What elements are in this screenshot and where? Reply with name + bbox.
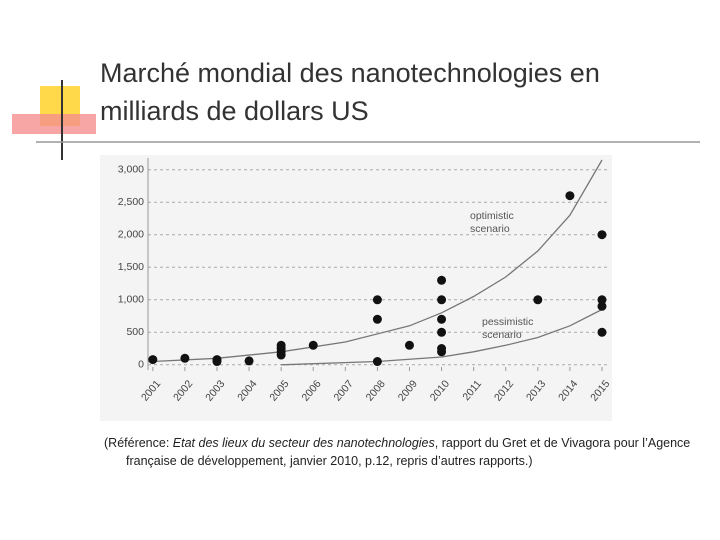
data-point xyxy=(148,355,158,365)
data-point xyxy=(533,295,543,305)
data-point xyxy=(597,295,607,305)
y-tick-label: 2,500 xyxy=(118,196,144,208)
scenario-curve xyxy=(281,308,603,366)
data-point xyxy=(597,230,607,240)
reference-text: (Référence: xyxy=(104,436,173,450)
y-tick-label: 2,000 xyxy=(118,229,144,241)
reference-title: Etat des lieux du secteur des nanotechno… xyxy=(172,436,435,450)
data-point xyxy=(437,344,447,354)
y-tick-label: 1,500 xyxy=(118,261,144,273)
slide-title: Marché mondial des nanotechnologies en m… xyxy=(100,58,600,126)
data-point xyxy=(180,353,190,363)
reference: (Référence: Etat des lieux du secteur de… xyxy=(104,434,720,470)
deco-bar xyxy=(12,114,96,134)
data-point xyxy=(597,327,607,337)
data-point xyxy=(372,357,382,367)
data-point xyxy=(437,327,447,337)
data-point xyxy=(276,340,286,350)
data-point xyxy=(372,314,382,324)
data-point xyxy=(212,355,222,365)
chart-background xyxy=(100,155,612,421)
data-point xyxy=(597,301,607,311)
data-point xyxy=(437,295,447,305)
data-point xyxy=(437,314,447,324)
annotation: pessimistic scenario xyxy=(482,316,534,341)
y-tick-label: 1,000 xyxy=(118,294,144,306)
y-tick-label: 500 xyxy=(126,326,144,338)
scenario-curve xyxy=(152,159,603,363)
data-point xyxy=(244,356,254,366)
data-point xyxy=(372,295,382,305)
annotation: optimistic scenario xyxy=(470,210,514,235)
reference-text: , rapport du Gret et de Vivagora pour l’… xyxy=(126,436,691,468)
data-point xyxy=(404,340,414,350)
y-tick-label: 0 xyxy=(138,359,144,371)
data-point xyxy=(308,340,318,350)
data-point xyxy=(565,191,575,201)
y-tick-label: 3,000 xyxy=(118,163,144,175)
data-point xyxy=(437,275,447,285)
